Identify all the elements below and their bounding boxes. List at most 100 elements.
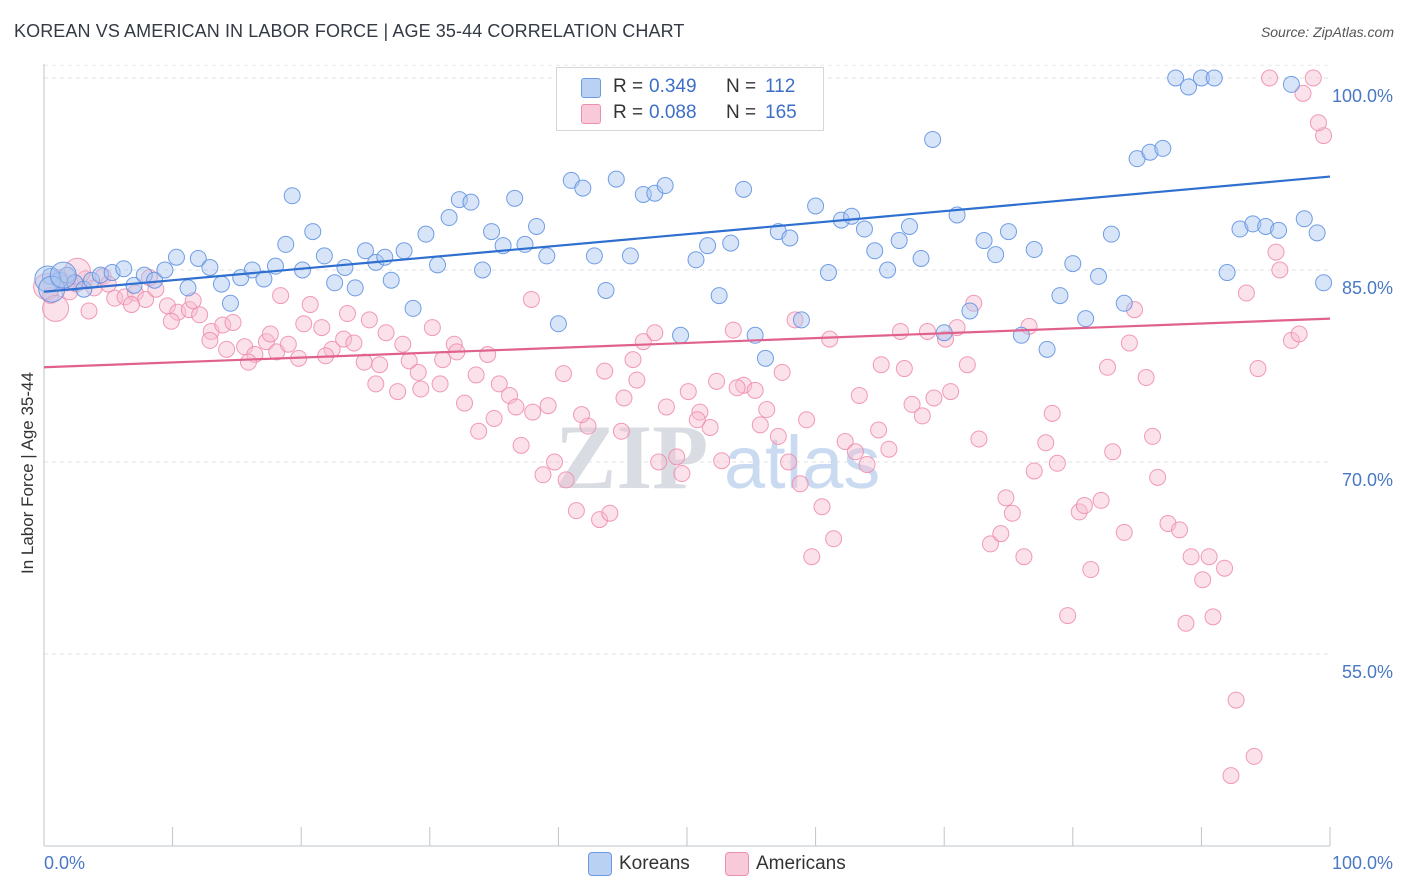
korean-point: [585, 247, 603, 265]
american-point: [846, 443, 864, 461]
korean-point: [382, 271, 400, 289]
american-point: [965, 294, 983, 312]
american-point: [539, 397, 557, 415]
american-point: [880, 440, 898, 458]
correlation-legend: R = 0.349 N = 112 R = 0.088 N = 165: [556, 67, 824, 131]
american-point: [724, 321, 742, 339]
y-tick-label: 100.0%: [1332, 86, 1393, 106]
korean-point: [843, 207, 861, 225]
american-point: [997, 489, 1015, 507]
american-point: [1309, 114, 1327, 132]
american-point: [673, 465, 691, 483]
american-point: [507, 398, 525, 416]
american-point: [434, 351, 452, 369]
american-point: [409, 363, 427, 381]
korean-point: [304, 223, 322, 241]
american-point: [201, 331, 219, 349]
korean-point: [1192, 69, 1210, 87]
american-point: [555, 365, 573, 383]
american-point: [825, 530, 843, 548]
american-point: [377, 324, 395, 342]
korean-point: [528, 217, 546, 235]
american-point: [1120, 334, 1138, 352]
american-point: [786, 311, 804, 329]
american-point: [803, 548, 821, 566]
american-point: [546, 453, 564, 471]
american-point: [1200, 548, 1218, 566]
american-point: [1182, 548, 1200, 566]
american-point: [591, 511, 609, 529]
american-point: [1227, 691, 1245, 709]
american-point: [456, 394, 474, 412]
korean-point: [687, 251, 705, 269]
american-point: [913, 407, 931, 425]
koreans-swatch: [581, 78, 601, 98]
korean-point: [621, 247, 639, 265]
american-point: [601, 504, 619, 522]
korean-point: [506, 189, 524, 207]
korean-point: [357, 242, 374, 260]
korean-point: [283, 187, 301, 205]
american-point: [992, 525, 1010, 543]
american-point: [746, 381, 764, 399]
korean-point: [156, 261, 174, 279]
korean-point: [1154, 139, 1172, 157]
korean-point: [429, 256, 447, 274]
american-point: [895, 360, 913, 378]
american-point: [1082, 561, 1100, 579]
korean-point: [735, 180, 753, 198]
american-point: [970, 430, 988, 448]
korean-point: [1315, 274, 1333, 292]
american-point: [657, 398, 675, 416]
korean-point-large: [49, 261, 77, 289]
american-point: [313, 319, 331, 337]
american-point: [534, 466, 552, 484]
american-point: [412, 380, 430, 398]
american-point: [1075, 497, 1093, 515]
american-point: [1043, 404, 1061, 422]
american-point: [467, 366, 485, 384]
american-point: [431, 375, 449, 393]
x-tick-label-max: 100.0%: [1332, 853, 1393, 873]
american-point: [1003, 504, 1021, 522]
y-tick-label: 70.0%: [1342, 470, 1393, 490]
y-tick-label: 55.0%: [1342, 662, 1393, 682]
american-point: [1261, 69, 1279, 87]
koreans-points: [34, 69, 1333, 367]
american-point: [1267, 243, 1285, 261]
american-point: [214, 316, 232, 334]
american-point: [615, 389, 633, 407]
korean-point: [440, 209, 458, 227]
american-point: [628, 371, 646, 389]
american-point: [389, 383, 407, 401]
american-point: [345, 334, 363, 352]
trend-lines: [43, 175, 1331, 369]
american-point: [612, 422, 630, 440]
korean-point: [395, 242, 413, 260]
americans-r-value: 0.088: [649, 102, 697, 123]
korean-point: [1077, 310, 1095, 328]
american-point: [301, 296, 319, 314]
koreans-r-value: 0.349: [649, 76, 697, 97]
american-point: [773, 363, 791, 381]
american-point: [470, 422, 488, 440]
korean-point: [167, 248, 185, 266]
korean-point: [722, 234, 740, 252]
american-point: [1025, 462, 1043, 480]
american-point: [335, 330, 353, 348]
american-point: [596, 362, 614, 380]
korean-point: [115, 260, 133, 278]
x-tick-label-min: 0.0%: [44, 853, 85, 873]
american-point: [624, 351, 642, 369]
american-point: [184, 292, 202, 310]
american-point: [813, 498, 831, 516]
american-point: [360, 311, 378, 329]
legend-koreans-label: Koreans: [619, 853, 690, 874]
american-point: [925, 389, 943, 407]
korean-point: [1218, 264, 1236, 282]
american-point: [1249, 360, 1267, 378]
y-tick-label: 85.0%: [1342, 278, 1393, 298]
korean-point: [879, 261, 897, 279]
korean-point: [66, 274, 84, 292]
american-point: [769, 427, 787, 445]
